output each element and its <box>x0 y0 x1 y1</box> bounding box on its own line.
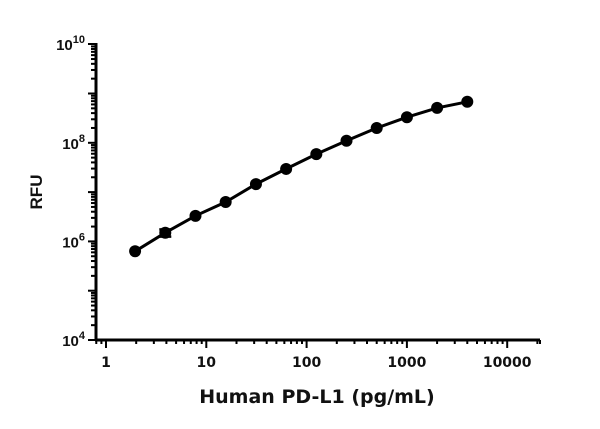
data-point <box>219 195 232 208</box>
x-axis <box>95 338 541 348</box>
y-tick-label: 1010 <box>56 34 85 54</box>
data-point <box>340 134 353 147</box>
data-point <box>280 162 293 175</box>
x-axis-title: Human PD-L1 (pg/mL) <box>199 386 434 408</box>
x-tick-label: 10000 <box>483 355 532 371</box>
y-tick-label: 106 <box>62 231 85 251</box>
data-point <box>400 111 413 124</box>
x-tick-label: 100 <box>292 355 321 371</box>
data-point <box>189 209 202 222</box>
data-point <box>461 95 474 108</box>
data-points <box>129 95 474 258</box>
data-point <box>370 121 383 134</box>
x-tick-labels: 1 10 100 1000 10000 <box>101 355 532 371</box>
x-tick-label: 10 <box>197 355 217 371</box>
x-tick-label: 1000 <box>387 355 426 371</box>
y-tick-labels: 104 106 108 1010 <box>56 34 86 350</box>
y-tick-label: 108 <box>62 133 85 153</box>
data-point <box>249 178 262 191</box>
data-point <box>129 245 142 258</box>
y-tick-label: 104 <box>62 330 86 350</box>
x-tick-label: 1 <box>101 355 111 371</box>
data-point <box>310 148 323 161</box>
y-axis <box>88 43 98 341</box>
y-axis-title: RFU <box>27 175 46 210</box>
data-point <box>431 101 444 114</box>
fit-curve <box>134 100 468 253</box>
data-point <box>159 226 172 239</box>
